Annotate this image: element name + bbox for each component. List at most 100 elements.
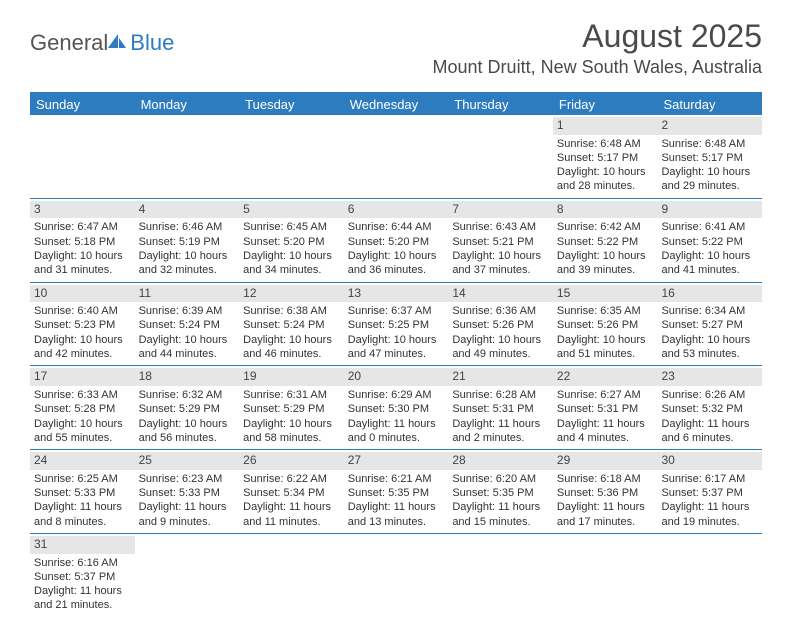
- daylight-text: Daylight: 10 hours: [139, 333, 236, 347]
- day-number: 16: [657, 285, 762, 303]
- sunrise-text: Sunrise: 6:39 AM: [139, 304, 236, 318]
- sunset-text: Sunset: 5:21 PM: [452, 235, 549, 249]
- day-number: 10: [30, 285, 135, 303]
- daylight-text: and 49 minutes.: [452, 347, 549, 361]
- location: Mount Druitt, New South Wales, Australia: [433, 57, 762, 78]
- sunrise-text: Sunrise: 6:46 AM: [139, 220, 236, 234]
- sunrise-text: Sunrise: 6:48 AM: [661, 137, 758, 151]
- day-cell: 5Sunrise: 6:45 AMSunset: 5:20 PMDaylight…: [239, 199, 344, 282]
- sunrise-text: Sunrise: 6:36 AM: [452, 304, 549, 318]
- sunset-text: Sunset: 5:26 PM: [452, 318, 549, 332]
- day-cell: 25Sunrise: 6:23 AMSunset: 5:33 PMDayligh…: [135, 450, 240, 533]
- sunset-text: Sunset: 5:18 PM: [34, 235, 131, 249]
- empty-cell: [239, 534, 344, 617]
- sunset-text: Sunset: 5:20 PM: [243, 235, 340, 249]
- day-number: 22: [553, 368, 658, 386]
- day-number: 30: [657, 452, 762, 470]
- daylight-text: and 9 minutes.: [139, 515, 236, 529]
- sunrise-text: Sunrise: 6:44 AM: [348, 220, 445, 234]
- day-cell: 29Sunrise: 6:18 AMSunset: 5:36 PMDayligh…: [553, 450, 658, 533]
- sunrise-text: Sunrise: 6:35 AM: [557, 304, 654, 318]
- sunset-text: Sunset: 5:26 PM: [557, 318, 654, 332]
- logo: General Blue: [30, 30, 174, 56]
- sunrise-text: Sunrise: 6:43 AM: [452, 220, 549, 234]
- daylight-text: Daylight: 11 hours: [348, 417, 445, 431]
- day-number: 18: [135, 368, 240, 386]
- day-number: 27: [344, 452, 449, 470]
- sunset-text: Sunset: 5:23 PM: [34, 318, 131, 332]
- week-row: 24Sunrise: 6:25 AMSunset: 5:33 PMDayligh…: [30, 450, 762, 534]
- day-cell: 16Sunrise: 6:34 AMSunset: 5:27 PMDayligh…: [657, 283, 762, 366]
- day-number: 12: [239, 285, 344, 303]
- day-cell: 12Sunrise: 6:38 AMSunset: 5:24 PMDayligh…: [239, 283, 344, 366]
- day-number: 24: [30, 452, 135, 470]
- daylight-text: and 15 minutes.: [452, 515, 549, 529]
- day-cell: 19Sunrise: 6:31 AMSunset: 5:29 PMDayligh…: [239, 366, 344, 449]
- day-header-cell: Friday: [553, 94, 658, 115]
- daylight-text: and 39 minutes.: [557, 263, 654, 277]
- day-number: 4: [135, 201, 240, 219]
- sunset-text: Sunset: 5:37 PM: [34, 570, 131, 584]
- sunset-text: Sunset: 5:22 PM: [661, 235, 758, 249]
- sunrise-text: Sunrise: 6:23 AM: [139, 472, 236, 486]
- sunset-text: Sunset: 5:34 PM: [243, 486, 340, 500]
- empty-cell: [239, 115, 344, 198]
- daylight-text: Daylight: 11 hours: [139, 500, 236, 514]
- month-title: August 2025: [433, 18, 762, 55]
- sunset-text: Sunset: 5:27 PM: [661, 318, 758, 332]
- daylight-text: Daylight: 11 hours: [34, 500, 131, 514]
- daylight-text: and 58 minutes.: [243, 431, 340, 445]
- day-number: 13: [344, 285, 449, 303]
- day-header-cell: Thursday: [448, 94, 553, 115]
- empty-cell: [30, 115, 135, 198]
- day-number: 20: [344, 368, 449, 386]
- sunrise-text: Sunrise: 6:40 AM: [34, 304, 131, 318]
- daylight-text: Daylight: 11 hours: [557, 500, 654, 514]
- sunset-text: Sunset: 5:31 PM: [452, 402, 549, 416]
- daylight-text: and 53 minutes.: [661, 347, 758, 361]
- day-cell: 20Sunrise: 6:29 AMSunset: 5:30 PMDayligh…: [344, 366, 449, 449]
- sunset-text: Sunset: 5:35 PM: [348, 486, 445, 500]
- daylight-text: Daylight: 10 hours: [557, 333, 654, 347]
- daylight-text: Daylight: 10 hours: [557, 249, 654, 263]
- week-row: 10Sunrise: 6:40 AMSunset: 5:23 PMDayligh…: [30, 283, 762, 367]
- day-cell: 24Sunrise: 6:25 AMSunset: 5:33 PMDayligh…: [30, 450, 135, 533]
- day-cell: 8Sunrise: 6:42 AMSunset: 5:22 PMDaylight…: [553, 199, 658, 282]
- day-number: 14: [448, 285, 553, 303]
- logo-text-general: General: [30, 30, 108, 56]
- sunrise-text: Sunrise: 6:31 AM: [243, 388, 340, 402]
- sunrise-text: Sunrise: 6:37 AM: [348, 304, 445, 318]
- week-row: 31Sunrise: 6:16 AMSunset: 5:37 PMDayligh…: [30, 534, 762, 617]
- daylight-text: Daylight: 11 hours: [661, 417, 758, 431]
- sunrise-text: Sunrise: 6:45 AM: [243, 220, 340, 234]
- title-block: August 2025 Mount Druitt, New South Wale…: [433, 18, 762, 78]
- daylight-text: Daylight: 10 hours: [34, 417, 131, 431]
- daylight-text: and 36 minutes.: [348, 263, 445, 277]
- sunset-text: Sunset: 5:29 PM: [139, 402, 236, 416]
- daylight-text: Daylight: 10 hours: [34, 333, 131, 347]
- daylight-text: Daylight: 10 hours: [34, 249, 131, 263]
- day-number: 1: [553, 117, 658, 135]
- daylight-text: and 11 minutes.: [243, 515, 340, 529]
- daylight-text: and 6 minutes.: [661, 431, 758, 445]
- sail-icon: [106, 30, 128, 56]
- daylight-text: Daylight: 10 hours: [243, 249, 340, 263]
- day-number: 26: [239, 452, 344, 470]
- day-cell: 1Sunrise: 6:48 AMSunset: 5:17 PMDaylight…: [553, 115, 658, 198]
- logo-text-blue: Blue: [130, 30, 174, 56]
- empty-cell: [135, 534, 240, 617]
- daylight-text: and 34 minutes.: [243, 263, 340, 277]
- day-cell: 7Sunrise: 6:43 AMSunset: 5:21 PMDaylight…: [448, 199, 553, 282]
- day-cell: 22Sunrise: 6:27 AMSunset: 5:31 PMDayligh…: [553, 366, 658, 449]
- empty-cell: [657, 534, 762, 617]
- day-number: 7: [448, 201, 553, 219]
- sunrise-text: Sunrise: 6:21 AM: [348, 472, 445, 486]
- sunrise-text: Sunrise: 6:32 AM: [139, 388, 236, 402]
- daylight-text: and 2 minutes.: [452, 431, 549, 445]
- daylight-text: and 41 minutes.: [661, 263, 758, 277]
- sunrise-text: Sunrise: 6:25 AM: [34, 472, 131, 486]
- day-number: 3: [30, 201, 135, 219]
- day-number: 11: [135, 285, 240, 303]
- sunset-text: Sunset: 5:36 PM: [557, 486, 654, 500]
- daylight-text: and 32 minutes.: [139, 263, 236, 277]
